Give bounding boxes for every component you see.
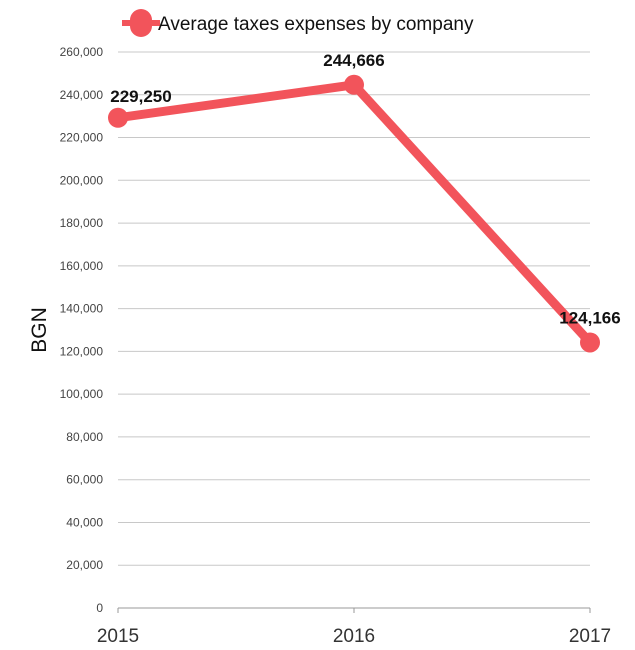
data-label: 124,166	[559, 308, 620, 327]
y-tick-label: 40,000	[66, 515, 103, 529]
data-label: 244,666	[323, 51, 384, 70]
y-axis-ticks: 0 20,000 40,000 60,000 80,000 100,000 120,000 1…	[60, 45, 104, 615]
data-point[interactable]	[108, 107, 128, 128]
y-tick-label: 60,000	[66, 473, 103, 487]
y-tick-label: 160,000	[60, 259, 104, 273]
y-tick-label: 100,000	[60, 387, 104, 401]
y-tick-label: 220,000	[60, 131, 104, 145]
series-layer	[108, 74, 600, 353]
y-tick-label: 200,000	[60, 173, 104, 187]
data-label: 229,250	[110, 87, 171, 106]
legend-label: Average taxes expenses by company	[158, 14, 474, 35]
data-labels: 229,250 244,666 124,166	[110, 51, 620, 328]
x-tick-label: 2016	[333, 626, 375, 647]
y-tick-label: 0	[96, 601, 103, 615]
y-tick-label: 80,000	[66, 430, 103, 444]
series-line	[113, 80, 595, 347]
x-tick-label: 2015	[97, 626, 139, 647]
y-axis-title: BGN	[28, 307, 51, 353]
y-tick-label: 260,000	[60, 45, 104, 59]
x-axis-ticks: 2015 2016 2017	[97, 608, 611, 647]
y-tick-label: 20,000	[66, 558, 103, 572]
grid-lines	[118, 51, 590, 609]
data-point[interactable]	[580, 332, 600, 353]
y-tick-label: 180,000	[60, 216, 104, 230]
x-tick-label: 2017	[569, 626, 611, 647]
y-tick-label: 240,000	[60, 88, 104, 102]
y-tick-label: 140,000	[60, 302, 104, 316]
legend-swatch	[122, 9, 160, 37]
y-tick-label: 120,000	[60, 344, 104, 358]
data-point[interactable]	[344, 74, 364, 95]
legend[interactable]: Average taxes expenses by company	[122, 9, 474, 37]
